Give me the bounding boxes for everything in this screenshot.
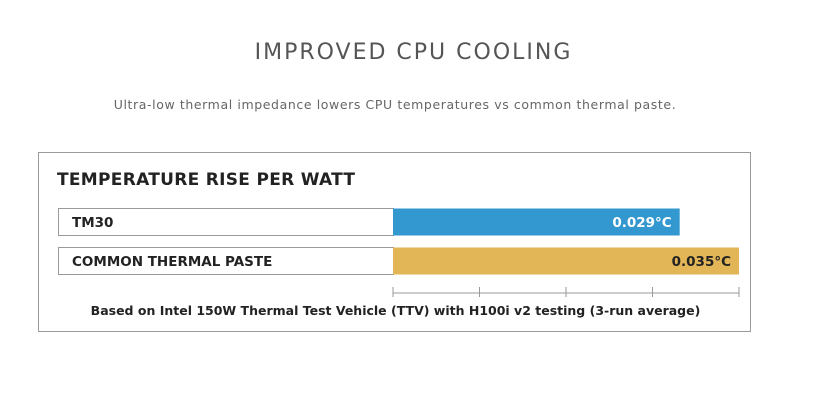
bar-value-label: 0.035°C <box>672 254 731 270</box>
chart-title: TEMPERATURE RISE PER WATT <box>57 170 356 190</box>
bar <box>393 208 680 236</box>
category-label: TM30 <box>72 215 113 231</box>
page-title: IMPROVED CPU COOLING <box>254 40 573 65</box>
bar <box>393 247 739 275</box>
page-subtitle: Ultra-low thermal impedance lowers CPU t… <box>113 97 677 112</box>
bar-chart: TM30 0.029°C COMMON THERMAL PASTE 0.035°C <box>58 208 740 297</box>
chart-panel: TEMPERATURE RISE PER WATT TM30 0.029°C COM… <box>38 152 751 332</box>
chart-footnote: Based on Intel 150W Thermal Test Vehicle… <box>90 303 701 318</box>
bar-value-label: 0.029°C <box>612 215 671 231</box>
category-label: COMMON THERMAL PASTE <box>72 254 272 270</box>
